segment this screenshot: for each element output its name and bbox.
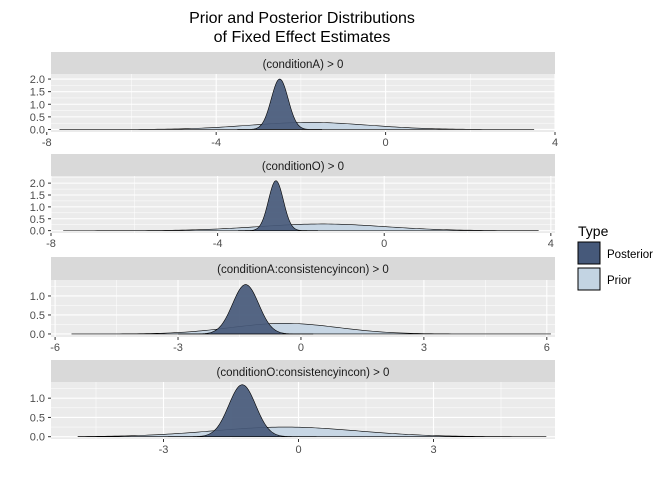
facet-strip-label: (conditionA) > 0 bbox=[263, 59, 344, 71]
facet-strip-label: (conditionO:consistencyincon) > 0 bbox=[217, 367, 390, 379]
y-tick-label: 0.0 bbox=[30, 432, 45, 444]
y-tick-label: 2.0 bbox=[30, 74, 45, 86]
facet-strip bbox=[51, 360, 555, 382]
x-tick-label: 4 bbox=[552, 137, 558, 149]
x-tick-label: -4 bbox=[213, 238, 223, 250]
x-tick-label: 4 bbox=[548, 238, 554, 250]
legend-key-prior bbox=[577, 267, 601, 291]
facet-panels: (conditionA) > 00.00.51.01.52.0-8 -4 0 4(co… bbox=[30, 52, 558, 456]
x-tick-label: -6 bbox=[50, 342, 60, 354]
y-tick-label: 2.0 bbox=[30, 178, 45, 190]
x-tick-label: -4 bbox=[211, 137, 221, 149]
y-tick-label: 1.5 bbox=[30, 87, 45, 99]
posterior-density-area bbox=[168, 384, 317, 437]
facet-panel-2: (conditionO) > 0 0.00.51.01.52.0 -8 -4 0 4 bbox=[30, 154, 555, 250]
posterior-density-area bbox=[238, 180, 318, 231]
y-tick-label: 1.0 bbox=[30, 202, 45, 214]
prior-density-area bbox=[63, 223, 539, 231]
y-tick-label: 0.0 bbox=[30, 329, 45, 341]
posterior-density-area bbox=[237, 78, 323, 130]
x-tick-label: 0 bbox=[381, 238, 387, 250]
facet-panel-1: (conditionA) > 0 0.00.51.01.52.0 -8 -4 0 4 bbox=[30, 52, 558, 149]
legend: Type Posterior Prior bbox=[577, 223, 653, 291]
chart-title-line-1: Prior and Posterior Distributions bbox=[189, 10, 415, 27]
y-tick-label: 1.5 bbox=[30, 190, 45, 202]
legend-label-prior: Prior bbox=[607, 275, 631, 287]
x-tick-label: 6 bbox=[544, 342, 550, 354]
x-tick-label: 0 bbox=[295, 444, 301, 456]
x-tick-label: -3 bbox=[173, 342, 183, 354]
facet-strip bbox=[51, 257, 555, 280]
x-tick-label: -8 bbox=[46, 238, 56, 250]
panel-background bbox=[51, 176, 555, 233]
y-tick-label: 1.0 bbox=[30, 291, 45, 303]
facet-panel-4: (conditionO:consistencyincon) > 0 0.0 0.5 1… bbox=[30, 360, 555, 456]
x-tick-label: 3 bbox=[430, 444, 436, 456]
prior-density-area bbox=[71, 323, 551, 335]
y-tick-label: 0.5 bbox=[30, 412, 45, 424]
facet-panel-3: (conditionA:consistencyincon) > 0 0.0 0.5 1… bbox=[30, 257, 555, 354]
facet-strip bbox=[51, 52, 555, 74]
y-tick-label: 0.5 bbox=[30, 214, 45, 226]
prior-density-area bbox=[77, 426, 547, 437]
x-tick-label: -3 bbox=[159, 444, 169, 456]
x-tick-label: 0 bbox=[298, 342, 304, 354]
posterior-density-area bbox=[178, 284, 314, 335]
y-tick-label: 0.0 bbox=[30, 124, 45, 136]
x-tick-label: -8 bbox=[42, 137, 52, 149]
y-tick-label: 1.0 bbox=[30, 99, 45, 111]
y-tick-label: 0.5 bbox=[30, 310, 45, 322]
legend-title: Type bbox=[578, 223, 609, 239]
y-tick-label: 1.0 bbox=[30, 393, 45, 405]
y-tick-label: 0.5 bbox=[30, 112, 45, 124]
legend-key-posterior bbox=[577, 241, 601, 265]
legend-label-posterior: Posterior bbox=[607, 249, 653, 261]
x-tick-label: 0 bbox=[383, 137, 389, 149]
chart-title-line-2: of Fixed Effect Estimates bbox=[214, 29, 391, 46]
facet-strip bbox=[51, 154, 555, 176]
facet-strip-label: (conditionO) > 0 bbox=[262, 161, 344, 173]
x-tick-label: 3 bbox=[421, 342, 427, 354]
facet-strip-label: (conditionA:consistencyincon) > 0 bbox=[217, 264, 389, 276]
y-tick-label: 0.0 bbox=[30, 226, 45, 238]
